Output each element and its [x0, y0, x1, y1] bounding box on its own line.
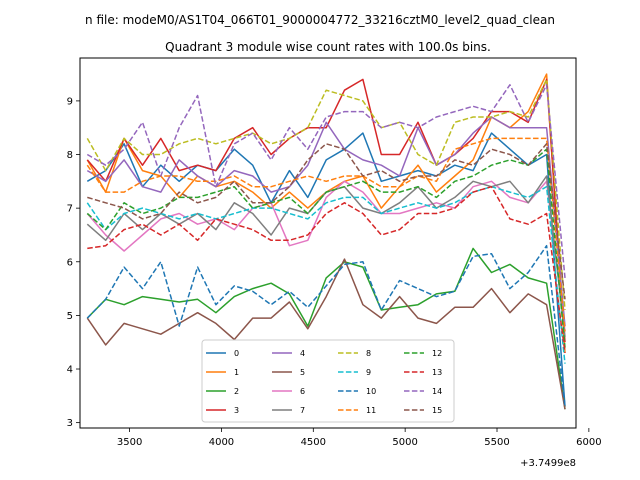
y-tick-label: 3 — [67, 418, 73, 429]
x-tick-label: 4000 — [209, 437, 234, 448]
legend-label-0: 0 — [234, 349, 239, 358]
figure-suptitle: n file: modeM0/AS1T04_066T01_9000004772_… — [85, 13, 555, 27]
x-tick-label: 5000 — [392, 437, 417, 448]
legend-label-1: 1 — [234, 368, 239, 377]
series-line-8 — [86, 78, 566, 311]
series-line-12 — [86, 148, 566, 348]
x-axis-offset-label: +3.7499e8 — [520, 458, 576, 469]
series-line-15 — [87, 143, 566, 300]
legend-label-11: 11 — [366, 406, 376, 415]
y-tick-label: 8 — [67, 150, 73, 161]
plot-area-frame — [79, 57, 577, 429]
series-layer — [86, 73, 566, 410]
y-axis: 3 4 5 6 7 8 9 — [67, 96, 80, 429]
y-tick-label: 7 — [67, 204, 73, 215]
legend-label-4: 4 — [300, 349, 305, 358]
series-line-1 — [86, 73, 566, 353]
y-tick-label: 5 — [67, 311, 73, 322]
legend-label-14: 14 — [432, 387, 442, 396]
legend-label-2: 2 — [234, 387, 239, 396]
series-line-9 — [86, 185, 566, 364]
legend-label-15: 15 — [432, 406, 442, 415]
legend-label-5: 5 — [300, 368, 305, 377]
legend-label-12: 12 — [432, 349, 442, 358]
x-tick-label: 6000 — [576, 437, 601, 448]
x-tick-label: 4500 — [301, 437, 326, 448]
legend-label-6: 6 — [300, 387, 305, 396]
series-line-10 — [86, 244, 566, 407]
y-tick-label: 4 — [67, 365, 73, 376]
legend-frame — [201, 339, 455, 423]
series-line-5 — [86, 258, 566, 410]
legend-label-8: 8 — [366, 349, 371, 358]
series-line-2 — [86, 247, 566, 410]
legend-label-10: 10 — [366, 387, 376, 396]
series-line-4 — [86, 116, 566, 327]
legend-label-7: 7 — [300, 406, 305, 415]
legend-label-3: 3 — [234, 406, 239, 415]
y-tick-label: 9 — [67, 96, 73, 107]
legend-label-9: 9 — [366, 368, 371, 377]
series-line-0 — [86, 132, 566, 407]
y-tick-label: 6 — [67, 257, 73, 268]
x-axis: 3500 4000 4500 5000 5500 6000 — [117, 428, 602, 448]
chart-title: Quadrant 3 module wise count rates with … — [165, 40, 491, 54]
series-line-3 — [86, 78, 566, 343]
series-line-11 — [86, 137, 566, 332]
legend-label-13: 13 — [432, 368, 442, 377]
series-line-13 — [87, 185, 566, 353]
x-tick-label: 5500 — [484, 437, 509, 448]
series-line-14 — [86, 84, 566, 278]
x-tick-label: 3500 — [117, 437, 142, 448]
